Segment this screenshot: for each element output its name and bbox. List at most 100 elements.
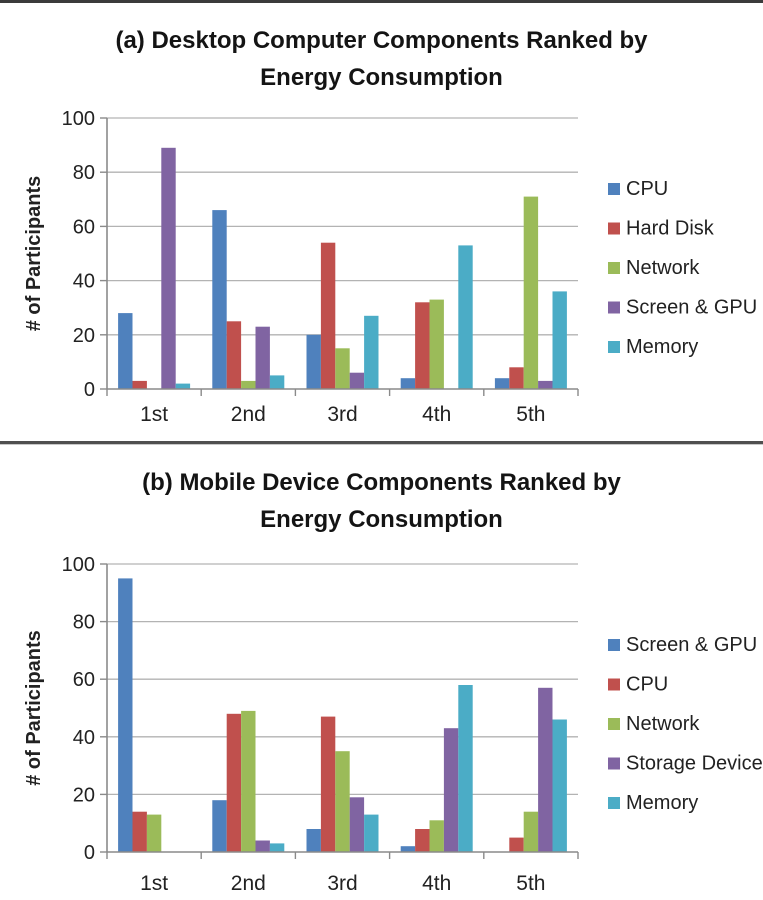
bar-memory-2nd (269, 843, 285, 852)
bar-hard-disk-5th (509, 367, 524, 389)
legend-swatch-storage-device (608, 757, 620, 770)
chart-a-title-line2: Energy Consumption (260, 64, 503, 91)
legend-label-network: Network (626, 713, 700, 735)
x-category-label: 4th (422, 872, 451, 895)
legend-label-memory: Memory (626, 792, 698, 814)
y-tick-label: 40 (73, 727, 95, 749)
bar-cpu-5th (494, 378, 510, 389)
bar-storage-device-4th (443, 728, 459, 852)
bar-screen-gpu-3rd (349, 372, 365, 389)
y-tick-label: 80 (73, 162, 95, 184)
top-border-line (0, 0, 763, 3)
legend-label-screen-gpu: Screen & GPU (626, 297, 757, 319)
y-tick-label: 60 (73, 216, 95, 238)
bar-cpu-3rd (320, 716, 336, 852)
bar-storage-device-2nd (255, 840, 270, 852)
bar-hard-disk-4th (415, 302, 430, 389)
bar-network-5th (523, 811, 539, 852)
bar-network-2nd (241, 710, 256, 852)
bar-storage-device-5th (538, 687, 553, 852)
y-tick-label: 0 (84, 379, 95, 401)
y-tick-label: 0 (84, 842, 95, 864)
chart-a-title-line1: (a) Desktop Computer Components Ranked b… (115, 27, 648, 54)
y-axis-title: # of Participants (23, 630, 45, 786)
legend-label-screen-gpu: Screen & GPU (626, 634, 757, 656)
bar-memory-5th (552, 291, 567, 389)
x-category-label: 3rd (327, 403, 357, 426)
legend-swatch-screen-gpu (608, 639, 620, 651)
bar-cpu-4th (415, 829, 430, 852)
legend-label-cpu: CPU (626, 178, 668, 200)
x-category-label: 1st (140, 403, 168, 426)
bar-network-3rd (335, 348, 350, 389)
y-tick-label: 80 (73, 612, 95, 634)
chart-b-canvas: 0 20 40 60 80 100 1st 2nd 3rd 4th 5th # of Particip… (23, 554, 763, 895)
legend-swatch-network (608, 718, 620, 730)
legend-label-cpu: CPU (626, 674, 668, 696)
y-axis-title: # of Participants (23, 176, 45, 332)
bar-screen-gpu-1st (161, 147, 176, 389)
y-tick-label: 100 (62, 108, 95, 130)
bar-screen-gpu-5th (538, 380, 553, 389)
x-category-label: 5th (516, 403, 545, 426)
bar-screen-gpu-4th (400, 846, 416, 852)
bar-cpu-1st (118, 313, 133, 389)
x-category-label: 4th (422, 403, 451, 426)
legend-swatch-memory (608, 341, 620, 353)
bar-network-4th (429, 820, 444, 852)
bar-hard-disk-3rd (320, 242, 336, 389)
chart-a-canvas: 0 20 40 60 80 100 1st 2nd 3rd 4th 5th # of Particip… (23, 108, 757, 426)
bar-screen-gpu-3rd (306, 829, 321, 852)
x-category-label: 1st (140, 872, 168, 895)
bar-screen-gpu-2nd (212, 800, 227, 852)
bar-memory-3rd (364, 315, 379, 389)
bar-cpu-3rd (306, 334, 321, 389)
bar-memory-5th (552, 719, 567, 852)
legend-swatch-screen-gpu (608, 301, 620, 314)
bar-cpu-2nd (226, 713, 242, 852)
bar-hard-disk-1st (132, 380, 147, 389)
bar-cpu-5th (509, 837, 524, 852)
bar-storage-device-3rd (349, 797, 365, 852)
bar-network-4th (429, 299, 444, 389)
chart-b-title: (b) Mobile Device Components Ranked by En… (0, 464, 763, 538)
bar-network-2nd (241, 380, 256, 389)
x-category-label: 2nd (231, 403, 266, 426)
legend-label-hard-disk: Hard Disk (626, 218, 715, 240)
chart-divider (0, 441, 763, 445)
bar-memory-4th (458, 245, 473, 389)
bar-network-1st (146, 814, 162, 852)
bar-cpu-4th (400, 378, 416, 389)
bar-memory-3rd (364, 814, 379, 852)
bar-network-3rd (335, 751, 350, 852)
x-category-label: 2nd (231, 872, 266, 895)
bar-cpu-1st (132, 811, 147, 852)
bar-memory-2nd (269, 375, 285, 389)
bar-cpu-2nd (212, 210, 227, 389)
bar-memory-4th (458, 685, 473, 852)
x-category-label: 5th (516, 872, 545, 895)
legend-swatch-network (608, 262, 620, 274)
chart-a-title: (a) Desktop Computer Components Ranked b… (0, 22, 763, 96)
y-tick-label: 20 (73, 325, 95, 347)
y-tick-label: 60 (73, 669, 95, 691)
legend-label-network: Network (626, 257, 700, 279)
chart-b-title-line1: (b) Mobile Device Components Ranked by (142, 469, 621, 496)
legend-label-storage-device: Storage Device (626, 753, 763, 775)
chart-b-title-line2: Energy Consumption (260, 506, 503, 533)
bar-memory-1st (175, 383, 191, 389)
legend-swatch-cpu (608, 183, 620, 195)
legend-label-memory: Memory (626, 336, 698, 358)
legend-swatch-memory (608, 797, 620, 809)
x-category-label: 3rd (327, 872, 357, 895)
bar-network-5th (523, 196, 539, 389)
y-tick-label: 100 (62, 554, 95, 576)
bar-hard-disk-2nd (226, 321, 242, 390)
legend-swatch-cpu (608, 678, 620, 691)
y-tick-label: 20 (73, 784, 95, 806)
legend-swatch-hard-disk (608, 222, 620, 235)
bar-screen-gpu-1st (118, 578, 133, 852)
bar-screen-gpu-2nd (255, 326, 270, 389)
y-tick-label: 40 (73, 271, 95, 293)
